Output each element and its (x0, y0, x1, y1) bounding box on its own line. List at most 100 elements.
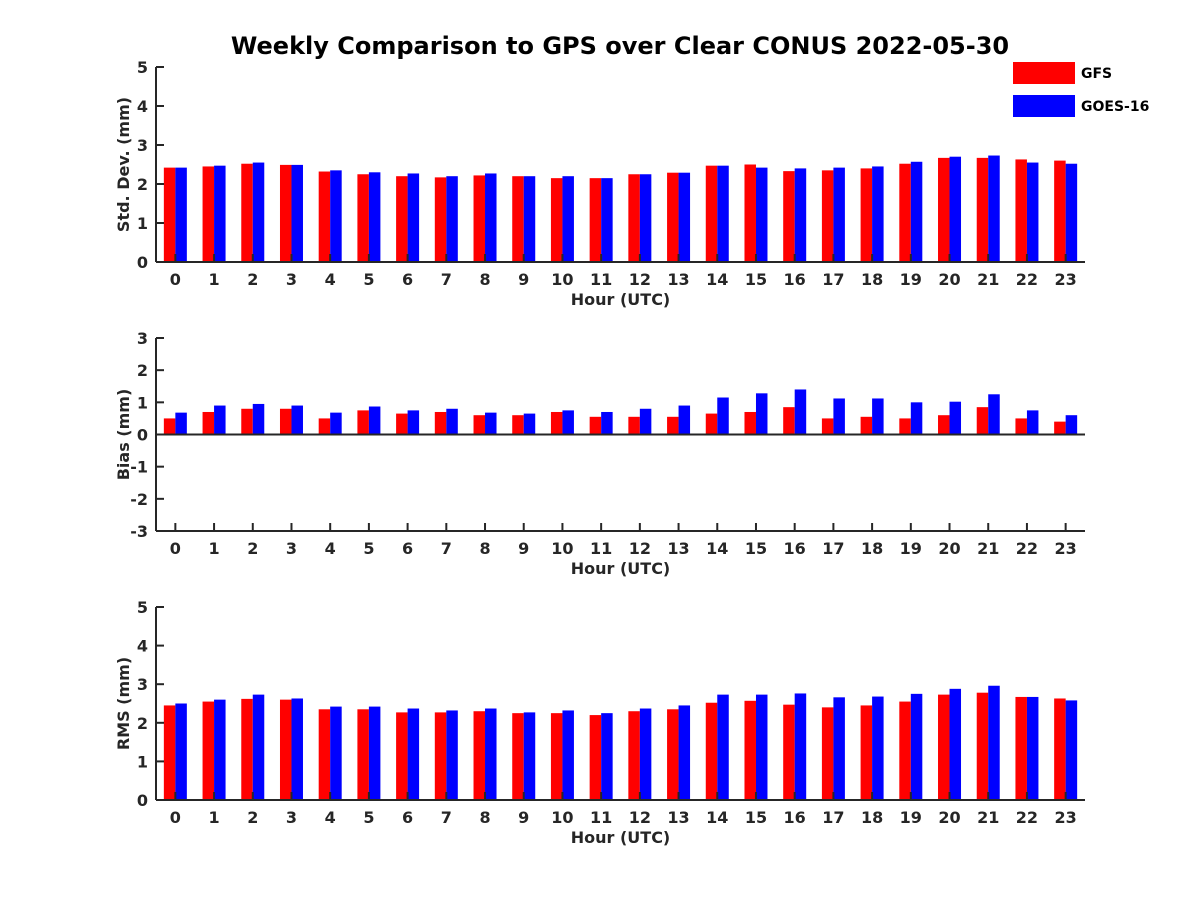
xtick-label-std: 15 (745, 270, 767, 289)
bar-bias-gfs-13 (667, 416, 679, 435)
bar-rms-gfs-2 (241, 698, 253, 800)
bar-rms-goes-16-10 (562, 710, 574, 800)
ytick-label-std: 4 (137, 97, 148, 116)
bar-std-gfs-7 (434, 177, 447, 262)
bar-rms-goes-16-13 (678, 705, 691, 800)
bar-rms-goes-16-17 (833, 697, 845, 800)
bar-std-gfs-13 (667, 172, 679, 262)
ytick-label-bias: 1 (137, 393, 148, 412)
xtick-label-std: 7 (441, 270, 452, 289)
ytick-label-rms: 5 (137, 598, 148, 617)
xtick-label-std: 18 (861, 270, 883, 289)
xtick-label-rms: 4 (325, 808, 336, 827)
bar-rms-gfs-23 (1054, 698, 1066, 800)
bar-rms-goes-16-23 (1065, 700, 1078, 800)
bar-std-goes-16-8 (485, 173, 497, 262)
bar-rms-gfs-8 (473, 711, 486, 800)
bar-bias-goes-16-5 (368, 406, 381, 435)
legend-label-gfs: GFS (1081, 66, 1112, 82)
bar-std-goes-16-4 (330, 170, 342, 262)
bar-rms-gfs-10 (550, 713, 563, 800)
xtick-label-std: 14 (706, 270, 728, 289)
xtick-label-bias: 16 (784, 539, 806, 558)
bar-bias-gfs-12 (628, 416, 640, 435)
bar-bias-gfs-22 (1015, 418, 1027, 435)
bar-rms-goes-16-3 (291, 698, 303, 800)
bar-std-gfs-18 (860, 168, 873, 262)
xtick-label-rms: 19 (900, 808, 922, 827)
xtick-label-bias: 0 (170, 539, 181, 558)
xtick-label-bias: 21 (977, 539, 999, 558)
ylabel-bias: Bias (mm) (114, 389, 133, 481)
bar-std-goes-16-20 (949, 156, 962, 262)
bar-rms-gfs-7 (434, 712, 447, 800)
xlabel-std: Hour (UTC) (571, 290, 671, 309)
bar-bias-goes-16-22 (1026, 410, 1039, 435)
xtick-label-bias: 13 (667, 539, 689, 558)
bar-bias-goes-16-20 (949, 401, 962, 435)
bar-std-goes-16-16 (794, 168, 807, 262)
bar-bias-goes-16-4 (330, 412, 342, 435)
ytick-label-rms: 1 (137, 752, 148, 771)
bar-std-goes-16-19 (910, 161, 923, 262)
bar-std-gfs-1 (202, 166, 215, 262)
bar-bias-gfs-19 (899, 418, 911, 435)
xtick-label-rms: 2 (247, 808, 258, 827)
ytick-label-bias: -2 (130, 490, 148, 509)
xtick-label-rms: 15 (745, 808, 767, 827)
xtick-label-rms: 17 (822, 808, 844, 827)
xtick-label-std: 19 (900, 270, 922, 289)
bar-rms-goes-16-2 (252, 694, 265, 800)
ytick-label-std: 2 (137, 175, 148, 194)
bar-rms-gfs-20 (938, 694, 950, 800)
xlabel-rms: Hour (UTC) (571, 828, 671, 847)
bar-rms-goes-16-20 (949, 688, 962, 800)
bar-bias-goes-16-18 (872, 398, 884, 435)
legend-label-goes-16: GOES-16 (1081, 99, 1149, 115)
bar-bias-goes-16-12 (639, 408, 652, 435)
bar-std-goes-16-2 (252, 162, 265, 262)
bar-rms-gfs-21 (976, 692, 989, 800)
bar-bias-goes-16-2 (252, 403, 265, 435)
bar-bias-gfs-17 (821, 418, 834, 435)
bar-std-gfs-15 (744, 164, 756, 262)
bar-rms-gfs-22 (1015, 696, 1027, 800)
ytick-label-std: 5 (137, 58, 148, 77)
bar-bias-goes-16-16 (794, 389, 807, 435)
bar-rms-gfs-0 (163, 705, 176, 800)
bar-std-goes-16-3 (291, 164, 303, 262)
bar-std-goes-16-10 (562, 176, 574, 262)
bar-bias-gfs-20 (938, 415, 950, 435)
bar-std-gfs-5 (357, 174, 369, 262)
ytick-label-std: 0 (137, 253, 148, 272)
bar-rms-gfs-13 (667, 709, 679, 800)
xtick-label-std: 4 (325, 270, 336, 289)
bar-std-gfs-11 (589, 178, 602, 262)
bar-bias-gfs-9 (512, 415, 524, 435)
bar-bias-goes-16-21 (988, 394, 1000, 435)
xtick-label-rms: 1 (208, 808, 219, 827)
bar-rms-gfs-6 (396, 712, 408, 800)
bar-rms-goes-16-5 (368, 706, 381, 800)
legend-swatch-gfs (1013, 62, 1075, 84)
bar-rms-gfs-12 (628, 711, 640, 800)
bar-rms-goes-16-16 (794, 693, 807, 800)
bar-rms-goes-16-6 (407, 708, 420, 800)
bar-std-goes-16-0 (175, 167, 187, 262)
xtick-label-bias: 1 (208, 539, 219, 558)
bar-std-gfs-4 (318, 171, 331, 262)
xtick-label-rms: 18 (861, 808, 883, 827)
xtick-label-rms: 22 (1016, 808, 1038, 827)
ylabel-rms: RMS (mm) (114, 657, 133, 750)
bar-rms-goes-16-7 (446, 710, 458, 800)
xtick-label-bias: 6 (402, 539, 413, 558)
xtick-label-rms: 16 (784, 808, 806, 827)
bar-std-gfs-3 (279, 164, 292, 262)
bar-std-gfs-23 (1054, 160, 1066, 262)
xtick-label-bias: 23 (1055, 539, 1077, 558)
xtick-label-bias: 17 (822, 539, 844, 558)
xtick-label-bias: 10 (551, 539, 573, 558)
xtick-label-rms: 3 (286, 808, 297, 827)
